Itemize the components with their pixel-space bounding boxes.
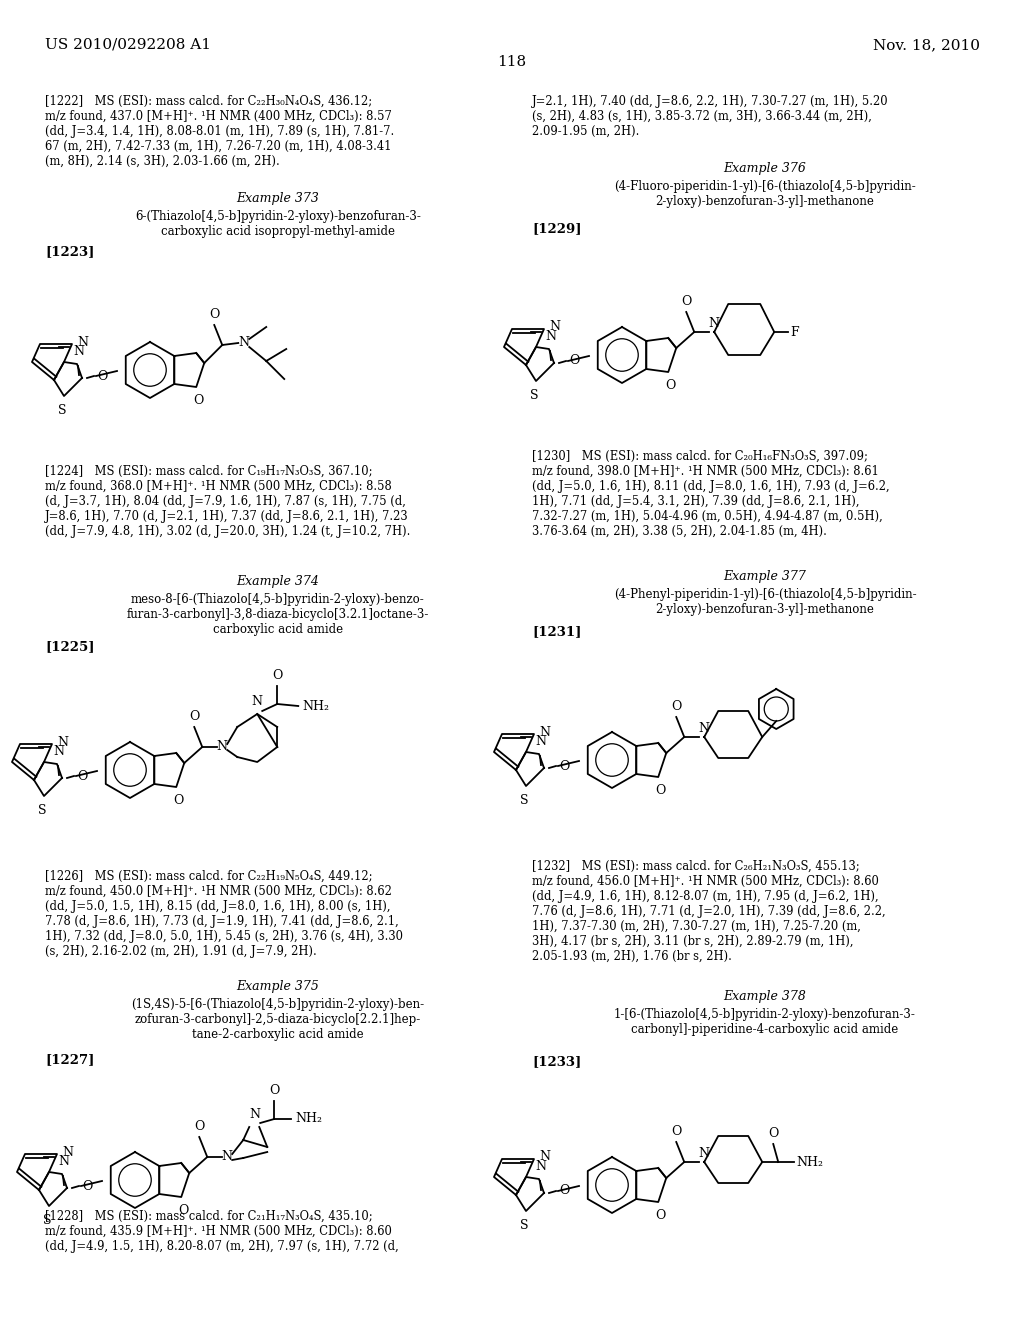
Text: O: O — [194, 393, 204, 407]
Text: Example 373: Example 373 — [237, 191, 319, 205]
Text: N: N — [250, 1107, 261, 1121]
Text: N: N — [546, 330, 556, 343]
Text: O: O — [768, 1127, 778, 1140]
Text: Example 376: Example 376 — [724, 162, 807, 176]
Text: Example 375: Example 375 — [237, 979, 319, 993]
Text: meso-8-[6-(Thiazolo[4,5-b]pyridin-2-yloxy)-benzo-
furan-3-carbonyl]-3,8-diaza-bi: meso-8-[6-(Thiazolo[4,5-b]pyridin-2-ylox… — [127, 593, 429, 636]
Text: O: O — [209, 308, 219, 321]
Text: [1226] MS (ESI): mass calcd. for C₂₂H₁₉N₅O₄S, 449.12;
m/z found, 450.0 [M+H]⁺. ¹: [1226] MS (ESI): mass calcd. for C₂₂H₁₉N… — [45, 870, 403, 958]
Text: NH₂: NH₂ — [295, 1113, 323, 1126]
Text: O: O — [195, 1119, 205, 1133]
Text: Example 374: Example 374 — [237, 576, 319, 587]
Text: (1S,4S)-5-[6-(Thiazolo[4,5-b]pyridin-2-yloxy)-ben-
zofuran-3-carbonyl]-2,5-diaza: (1S,4S)-5-[6-(Thiazolo[4,5-b]pyridin-2-y… — [131, 998, 425, 1041]
Text: 6-(Thiazolo[4,5-b]pyridin-2-yloxy)-benzofuran-3-
carboxylic acid isopropyl-methy: 6-(Thiazolo[4,5-b]pyridin-2-yloxy)-benzo… — [135, 210, 421, 238]
Text: N: N — [74, 345, 85, 358]
Text: O: O — [173, 795, 183, 807]
Text: S: S — [520, 1218, 528, 1232]
Text: N: N — [57, 735, 68, 748]
Text: N: N — [53, 744, 65, 758]
Text: O: O — [272, 669, 283, 682]
Text: S: S — [529, 389, 539, 403]
Text: O: O — [559, 759, 569, 772]
Text: O: O — [97, 370, 108, 383]
Text: O: O — [671, 700, 681, 713]
Text: [1224] MS (ESI): mass calcd. for C₁₉H₁₇N₃O₃S, 367.10;
m/z found, 368.0 [M+H]⁺. ¹: [1224] MS (ESI): mass calcd. for C₁₉H₁₇N… — [45, 465, 411, 539]
Text: [1225]: [1225] — [45, 640, 94, 653]
Text: O: O — [77, 770, 87, 783]
Text: O: O — [655, 1209, 666, 1222]
Text: O: O — [269, 1084, 280, 1097]
Text: N: N — [539, 726, 550, 738]
Text: N: N — [62, 1146, 73, 1159]
Text: [1223]: [1223] — [45, 246, 94, 257]
Text: [1229]: [1229] — [532, 222, 582, 235]
Text: J=2.1, 1H), 7.40 (dd, J=8.6, 2.2, 1H), 7.30-7.27 (m, 1H), 5.20
(s, 2H), 4.83 (s,: J=2.1, 1H), 7.40 (dd, J=8.6, 2.2, 1H), 7… — [532, 95, 889, 139]
Text: N: N — [252, 696, 263, 708]
Text: N: N — [536, 735, 547, 748]
Text: NH₂: NH₂ — [797, 1155, 823, 1168]
Text: N: N — [549, 321, 560, 334]
Text: O: O — [655, 784, 666, 797]
Text: [1232] MS (ESI): mass calcd. for C₂₆H₂₁N₃O₃S, 455.13;
m/z found, 456.0 [M+H]⁺. ¹: [1232] MS (ESI): mass calcd. for C₂₆H₂₁N… — [532, 861, 886, 964]
Text: Example 378: Example 378 — [724, 990, 807, 1003]
Text: 118: 118 — [498, 55, 526, 69]
Text: S: S — [43, 1214, 51, 1228]
Text: O: O — [189, 710, 200, 723]
Text: N: N — [539, 1151, 550, 1163]
Text: O: O — [178, 1204, 188, 1217]
Text: N: N — [222, 1151, 232, 1163]
Text: F: F — [791, 326, 799, 338]
Text: N: N — [77, 335, 88, 348]
Text: N: N — [698, 1147, 710, 1160]
Text: O: O — [681, 294, 691, 308]
Text: N: N — [709, 317, 720, 330]
Text: N: N — [58, 1155, 70, 1168]
Text: S: S — [57, 404, 67, 417]
Text: N: N — [239, 337, 250, 350]
Text: O: O — [665, 379, 676, 392]
Text: O: O — [559, 1184, 569, 1197]
Text: [1231]: [1231] — [532, 624, 582, 638]
Text: S: S — [38, 804, 46, 817]
Text: [1233]: [1233] — [532, 1055, 582, 1068]
Text: (4-Phenyl-piperidin-1-yl)-[6-(thiazolo[4,5-b]pyridin-
2-yloxy)-benzofuran-3-yl]-: (4-Phenyl-piperidin-1-yl)-[6-(thiazolo[4… — [613, 587, 916, 616]
Text: O: O — [568, 355, 580, 367]
Text: Example 377: Example 377 — [724, 570, 807, 583]
Text: O: O — [82, 1180, 92, 1192]
Text: S: S — [520, 795, 528, 807]
Text: US 2010/0292208 A1: US 2010/0292208 A1 — [45, 38, 211, 51]
Text: 1-[6-(Thiazolo[4,5-b]pyridin-2-yloxy)-benzofuran-3-
carbonyl]-piperidine-4-carbo: 1-[6-(Thiazolo[4,5-b]pyridin-2-yloxy)-be… — [614, 1008, 915, 1036]
Text: N: N — [217, 741, 227, 754]
Text: [1230] MS (ESI): mass calcd. for C₂₀H₁₆FN₃O₃S, 397.09;
m/z found, 398.0 [M+H]⁺. : [1230] MS (ESI): mass calcd. for C₂₀H₁₆F… — [532, 450, 890, 539]
Text: Nov. 18, 2010: Nov. 18, 2010 — [873, 38, 980, 51]
Text: [1227]: [1227] — [45, 1053, 94, 1067]
Text: [1222] MS (ESI): mass calcd. for C₂₂H₃₀N₄O₄S, 436.12;
m/z found, 437.0 [M+H]⁺. ¹: [1222] MS (ESI): mass calcd. for C₂₂H₃₀N… — [45, 95, 394, 168]
Text: (4-Fluoro-piperidin-1-yl)-[6-(thiazolo[4,5-b]pyridin-
2-yloxy)-benzofuran-3-yl]-: (4-Fluoro-piperidin-1-yl)-[6-(thiazolo[4… — [614, 180, 915, 209]
Text: NH₂: NH₂ — [302, 700, 330, 713]
Text: O: O — [671, 1125, 681, 1138]
Text: [1228] MS (ESI): mass calcd. for C₂₁H₁₇N₃O₄S, 435.10;
m/z found, 435.9 [M+H]⁺. ¹: [1228] MS (ESI): mass calcd. for C₂₁H₁₇N… — [45, 1210, 398, 1253]
Text: N: N — [698, 722, 710, 735]
Text: N: N — [536, 1160, 547, 1173]
